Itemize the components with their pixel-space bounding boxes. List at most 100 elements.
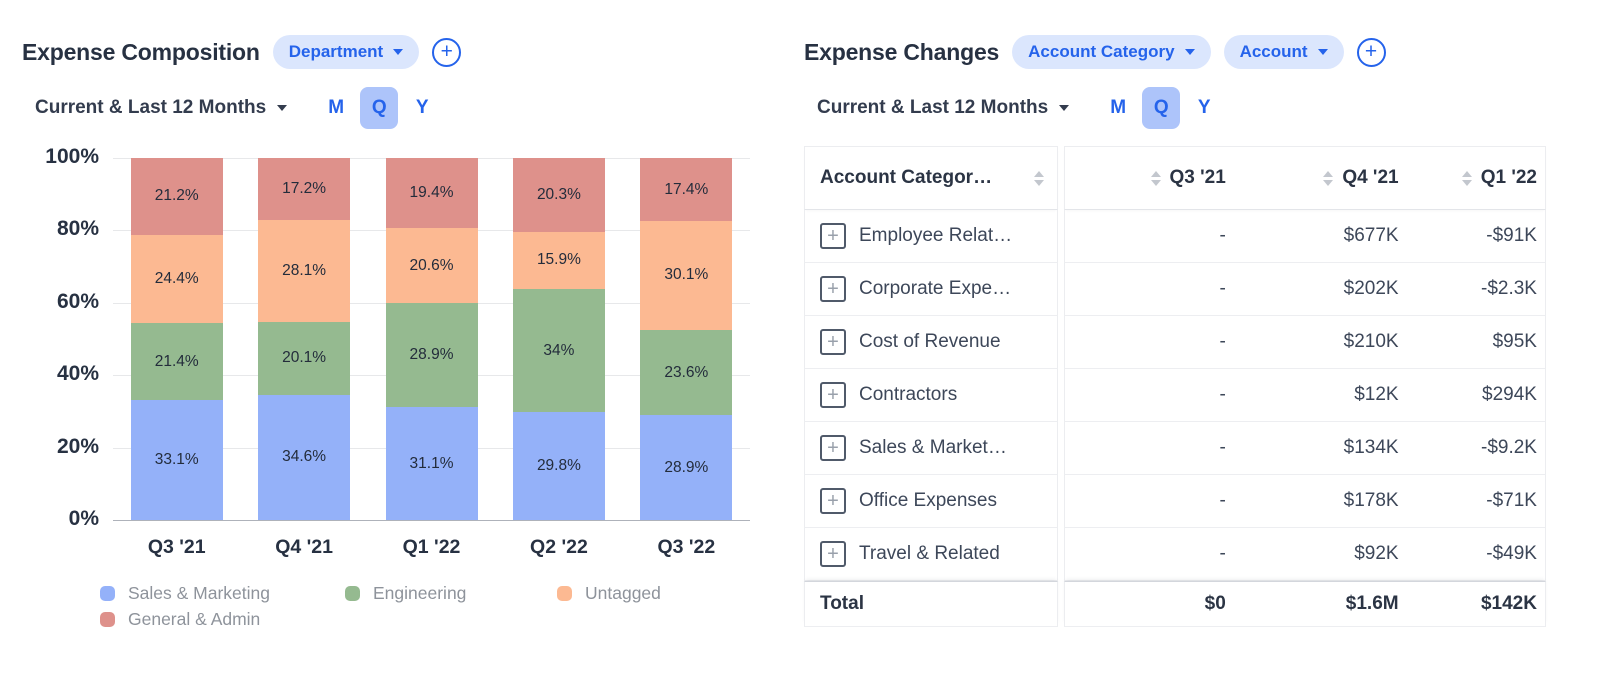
expand-row-button[interactable]: + (820, 488, 846, 514)
stacked-bar-q3-22[interactable]: 28.9% 23.6% 30.1% 17.4% (640, 158, 733, 520)
stacked-bar-chart: 33.1% 21.4% 24.4% 21.2% 34.6% 20.1% 28.1% 17.2%… (22, 145, 764, 530)
row-values: - $178K -$71K (1064, 475, 1546, 528)
expand-row-button[interactable]: + (820, 329, 846, 355)
x-axis-tick: Q1 '22 (402, 536, 461, 558)
bar-segment-engineering[interactable]: 20.1% (258, 322, 351, 395)
expand-row-button[interactable]: + (820, 382, 846, 408)
account-category-breakdown-label: Account Category (1028, 42, 1175, 61)
stacked-bar-q2-22[interactable]: 29.8% 34% 15.9% 20.3% (512, 158, 605, 520)
segment-value-label: 28.9% (409, 346, 454, 364)
segment-value-label: 15.9% (536, 251, 581, 269)
segment-value-label: 20.1% (282, 349, 327, 367)
legend-item-untagged[interactable]: Untagged (557, 583, 764, 604)
row-values: - $210K $95K (1064, 316, 1546, 369)
x-axis-tick: Q3 '22 (657, 536, 716, 558)
bar-segment-sales-marketing[interactable]: 33.1% (130, 400, 223, 520)
sort-icon[interactable] (1034, 170, 1044, 186)
expense-composition-widget: Expense Composition Department + Current… (22, 30, 764, 630)
bar-segment-untagged[interactable]: 28.1% (258, 220, 351, 322)
bar-segment-engineering[interactable]: 34% (512, 289, 605, 413)
x-axis-tick: Q3 '21 (147, 536, 206, 558)
row-header-cell: + Cost of Revenue (804, 316, 1058, 369)
value-cell: $677K (1343, 225, 1399, 246)
granularity-q-button[interactable]: Q (360, 87, 399, 129)
bar-segment-general-admin[interactable]: 19.4% (385, 158, 478, 229)
segment-value-label: 31.1% (409, 454, 454, 472)
chevron-down-icon (1317, 49, 1328, 55)
segment-value-label: 21.2% (154, 187, 199, 205)
department-breakdown-pill[interactable]: Department (272, 35, 420, 69)
bar-segment-sales-marketing[interactable]: 29.8% (512, 412, 605, 520)
bar-segment-general-admin[interactable]: 17.4% (640, 158, 733, 221)
bar-segment-engineering[interactable]: 28.9% (385, 302, 478, 408)
add-breakdown-button[interactable]: + (1356, 37, 1386, 67)
account-category-breakdown-pill[interactable]: Account Category (1012, 35, 1211, 69)
total-value-cell: $142K (1480, 593, 1537, 614)
bar-segment-untagged[interactable]: 30.1% (640, 221, 733, 330)
segment-value-label: 20.3% (536, 185, 581, 203)
granularity-m-button[interactable]: M (317, 87, 355, 129)
sort-down-arrow-icon (1323, 179, 1334, 186)
column-header-q1-22[interactable]: Q1 '22 (1411, 147, 1545, 209)
bar-segment-sales-marketing[interactable]: 34.6% (258, 394, 351, 520)
add-breakdown-button[interactable]: + (432, 37, 462, 67)
legend-item-sales-marketing[interactable]: Sales & Marketing (100, 583, 345, 604)
bar-segment-untagged[interactable]: 20.6% (385, 228, 478, 303)
legend-item-general-admin[interactable]: General & Admin (100, 609, 345, 630)
value-cell: - (1219, 384, 1226, 405)
sort-icon[interactable] (1323, 170, 1334, 186)
bar-segment-general-admin[interactable]: 21.2% (130, 158, 223, 235)
date-range-dropdown[interactable]: Current & Last 12 Months (35, 97, 288, 119)
stacked-bar-q3-21[interactable]: 33.1% 21.4% 24.4% 21.2% (130, 158, 223, 520)
page-title: Expense Composition (22, 38, 260, 65)
row-values: - $202K -$2.3K (1064, 263, 1546, 316)
expand-row-button[interactable]: + (820, 223, 846, 249)
value-cell: $12K (1354, 384, 1399, 405)
stacked-bar-q4-21[interactable]: 34.6% 20.1% 28.1% 17.2% (258, 158, 351, 520)
legend-item-engineering[interactable]: Engineering (345, 583, 557, 604)
y-axis-tick: 60% (56, 289, 99, 313)
date-range-label: Current & Last 12 Months (35, 97, 267, 118)
row-header-cell: + Office Expenses (804, 475, 1058, 528)
granularity-y-button[interactable]: Y (1185, 87, 1223, 129)
row-label: Employee Relat… (859, 225, 1013, 246)
sort-up-arrow-icon (1034, 170, 1044, 177)
department-breakdown-label: Department (288, 42, 384, 61)
chevron-down-icon (1184, 49, 1195, 55)
expand-row-button[interactable]: + (820, 276, 846, 302)
bar-segment-untagged[interactable]: 24.4% (130, 234, 223, 323)
expense-changes-header: Expense Changes Account Category Account… (804, 30, 1546, 74)
bar-segment-general-admin[interactable]: 17.2% (258, 158, 351, 221)
bar-segment-engineering[interactable]: 23.6% (640, 329, 733, 416)
bar-segment-sales-marketing[interactable]: 28.9% (640, 415, 733, 520)
segment-value-label: 29.8% (536, 457, 581, 475)
sort-icon[interactable] (1461, 170, 1472, 186)
granularity-q-button[interactable]: Q (1142, 87, 1181, 129)
value-cell: - (1219, 437, 1226, 458)
value-cell: $95K (1492, 331, 1537, 352)
segment-value-label: 17.2% (282, 180, 327, 198)
expand-row-button[interactable]: + (820, 541, 846, 567)
legend-swatch-icon (345, 586, 360, 601)
granularity-y-button[interactable]: Y (403, 87, 441, 129)
column-header-q4-21[interactable]: Q4 '21 (1238, 147, 1411, 209)
value-cell: - (1219, 278, 1226, 299)
date-range-dropdown[interactable]: Current & Last 12 Months (817, 97, 1070, 119)
sort-icon[interactable] (1150, 170, 1161, 186)
account-breakdown-pill[interactable]: Account (1223, 35, 1344, 69)
sort-down-arrow-icon (1034, 179, 1044, 186)
value-cell: - (1219, 331, 1226, 352)
bar-segment-sales-marketing[interactable]: 31.1% (385, 407, 478, 520)
granularity-m-button[interactable]: M (1099, 87, 1137, 129)
bar-slot: 31.1% 28.9% 20.6% 19.4% (368, 158, 495, 520)
column-header-q3-21[interactable]: Q3 '21 (1065, 147, 1238, 209)
bar-segment-untagged[interactable]: 15.9% (512, 231, 605, 290)
bar-segment-general-admin[interactable]: 20.3% (512, 158, 605, 232)
stacked-bar-q1-22[interactable]: 31.1% 28.9% 20.6% 19.4% (385, 158, 478, 520)
bar-segment-engineering[interactable]: 21.4% (130, 322, 223, 401)
expense-composition-header: Expense Composition Department + (22, 30, 764, 74)
column-header-account-category[interactable]: Account Categor… (804, 146, 1058, 210)
expand-row-button[interactable]: + (820, 435, 846, 461)
sort-up-arrow-icon (1461, 170, 1472, 177)
